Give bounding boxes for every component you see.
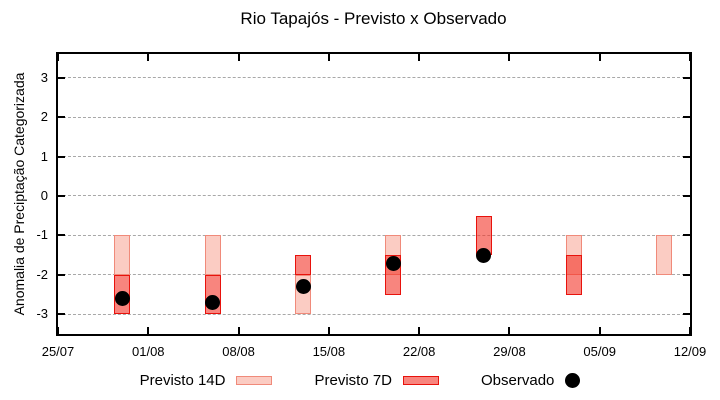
gridline xyxy=(58,156,690,158)
legend-item-observado: Observado xyxy=(481,372,581,389)
y-tick-mark-left xyxy=(58,76,65,79)
previsto-7d-bar xyxy=(295,255,312,275)
y-tick-mark-left xyxy=(58,116,65,119)
gridline xyxy=(58,313,690,315)
y-tick-label: 0 xyxy=(40,187,48,203)
x-tick-label: 15/08 xyxy=(312,344,346,359)
y-tick-mark-right xyxy=(683,273,690,276)
previsto-7d-bar xyxy=(565,255,582,295)
x-tick-mark-bottom xyxy=(147,327,150,334)
x-tick-label: 25/07 xyxy=(41,344,75,359)
x-tick-mark-bottom xyxy=(418,327,421,334)
y-tick-mark-left xyxy=(58,273,65,276)
x-tick-mark-top xyxy=(598,54,601,61)
x-tick-label: 01/08 xyxy=(132,344,165,359)
x-tick-mark-top xyxy=(237,54,240,61)
observado-point xyxy=(385,255,401,271)
previsto-14d-bar xyxy=(656,235,673,275)
gridline xyxy=(58,77,690,79)
y-tick-label: -1 xyxy=(36,227,48,243)
plot-area xyxy=(56,52,692,336)
previsto-7d-swatch xyxy=(403,376,440,385)
x-tick-mark-top xyxy=(418,54,421,61)
y-tick-mark-right xyxy=(683,116,690,119)
gridline xyxy=(58,234,690,236)
y-tick-label: 3 xyxy=(40,69,48,85)
previsto-14d-bar xyxy=(114,235,131,275)
y-tick-mark-left xyxy=(58,313,65,316)
legend-label-previsto-14d: Previsto 14D xyxy=(139,372,226,389)
chart-title: Rio Tapajós - Previsto x Observado xyxy=(240,9,507,28)
y-tick-mark-left xyxy=(58,155,65,158)
x-tick-label: 12/09 xyxy=(673,344,707,359)
x-tick-label: 29/08 xyxy=(493,344,526,359)
y-tick-mark-left xyxy=(58,234,65,237)
y-tick-mark-left xyxy=(58,194,65,197)
observado-point xyxy=(205,294,221,310)
x-tick-mark-top xyxy=(57,54,59,61)
x-tick-mark-top xyxy=(327,54,330,61)
y-tick-label: -2 xyxy=(36,266,48,282)
x-tick-mark-bottom xyxy=(689,327,691,334)
y-tick-label: -3 xyxy=(36,306,48,322)
y-tick-label: 2 xyxy=(40,109,48,125)
observado-swatch xyxy=(565,373,581,388)
legend-label-observado: Observado xyxy=(481,372,555,389)
x-tick-mark-top xyxy=(689,54,691,61)
x-tick-label: 22/08 xyxy=(402,344,436,359)
y-tick-mark-right xyxy=(683,155,690,158)
gridline xyxy=(58,274,690,276)
observado-point xyxy=(295,279,311,295)
x-tick-mark-bottom xyxy=(598,327,601,334)
legend-item-previsto-14d: Previsto 14D xyxy=(140,372,273,389)
x-tick-mark-bottom xyxy=(327,327,330,334)
gridline xyxy=(58,195,690,197)
x-tick-mark-bottom xyxy=(57,327,59,334)
x-tick-label: 05/09 xyxy=(583,344,616,359)
legend-label-previsto-7d: Previsto 7D xyxy=(314,372,393,389)
y-tick-label: 1 xyxy=(40,148,48,164)
y-tick-mark-right xyxy=(683,194,690,197)
x-tick-mark-top xyxy=(147,54,150,61)
gridline xyxy=(58,116,690,118)
previsto-14d-swatch xyxy=(236,376,273,385)
y-tick-mark-right xyxy=(683,234,690,237)
y-tick-mark-right xyxy=(683,76,690,79)
legend-item-previsto-7d: Previsto 7D xyxy=(314,372,440,389)
observado-point xyxy=(114,291,130,306)
x-tick-mark-bottom xyxy=(508,327,511,334)
y-tick-mark-right xyxy=(683,313,690,316)
legend: Previsto 14D Previsto 7D Observado xyxy=(0,372,720,389)
x-tick-mark-top xyxy=(508,54,511,61)
x-tick-mark-bottom xyxy=(237,327,240,334)
x-tick-label: 08/08 xyxy=(222,344,255,359)
previsto-14d-bar xyxy=(204,235,221,275)
observado-point xyxy=(476,247,492,263)
